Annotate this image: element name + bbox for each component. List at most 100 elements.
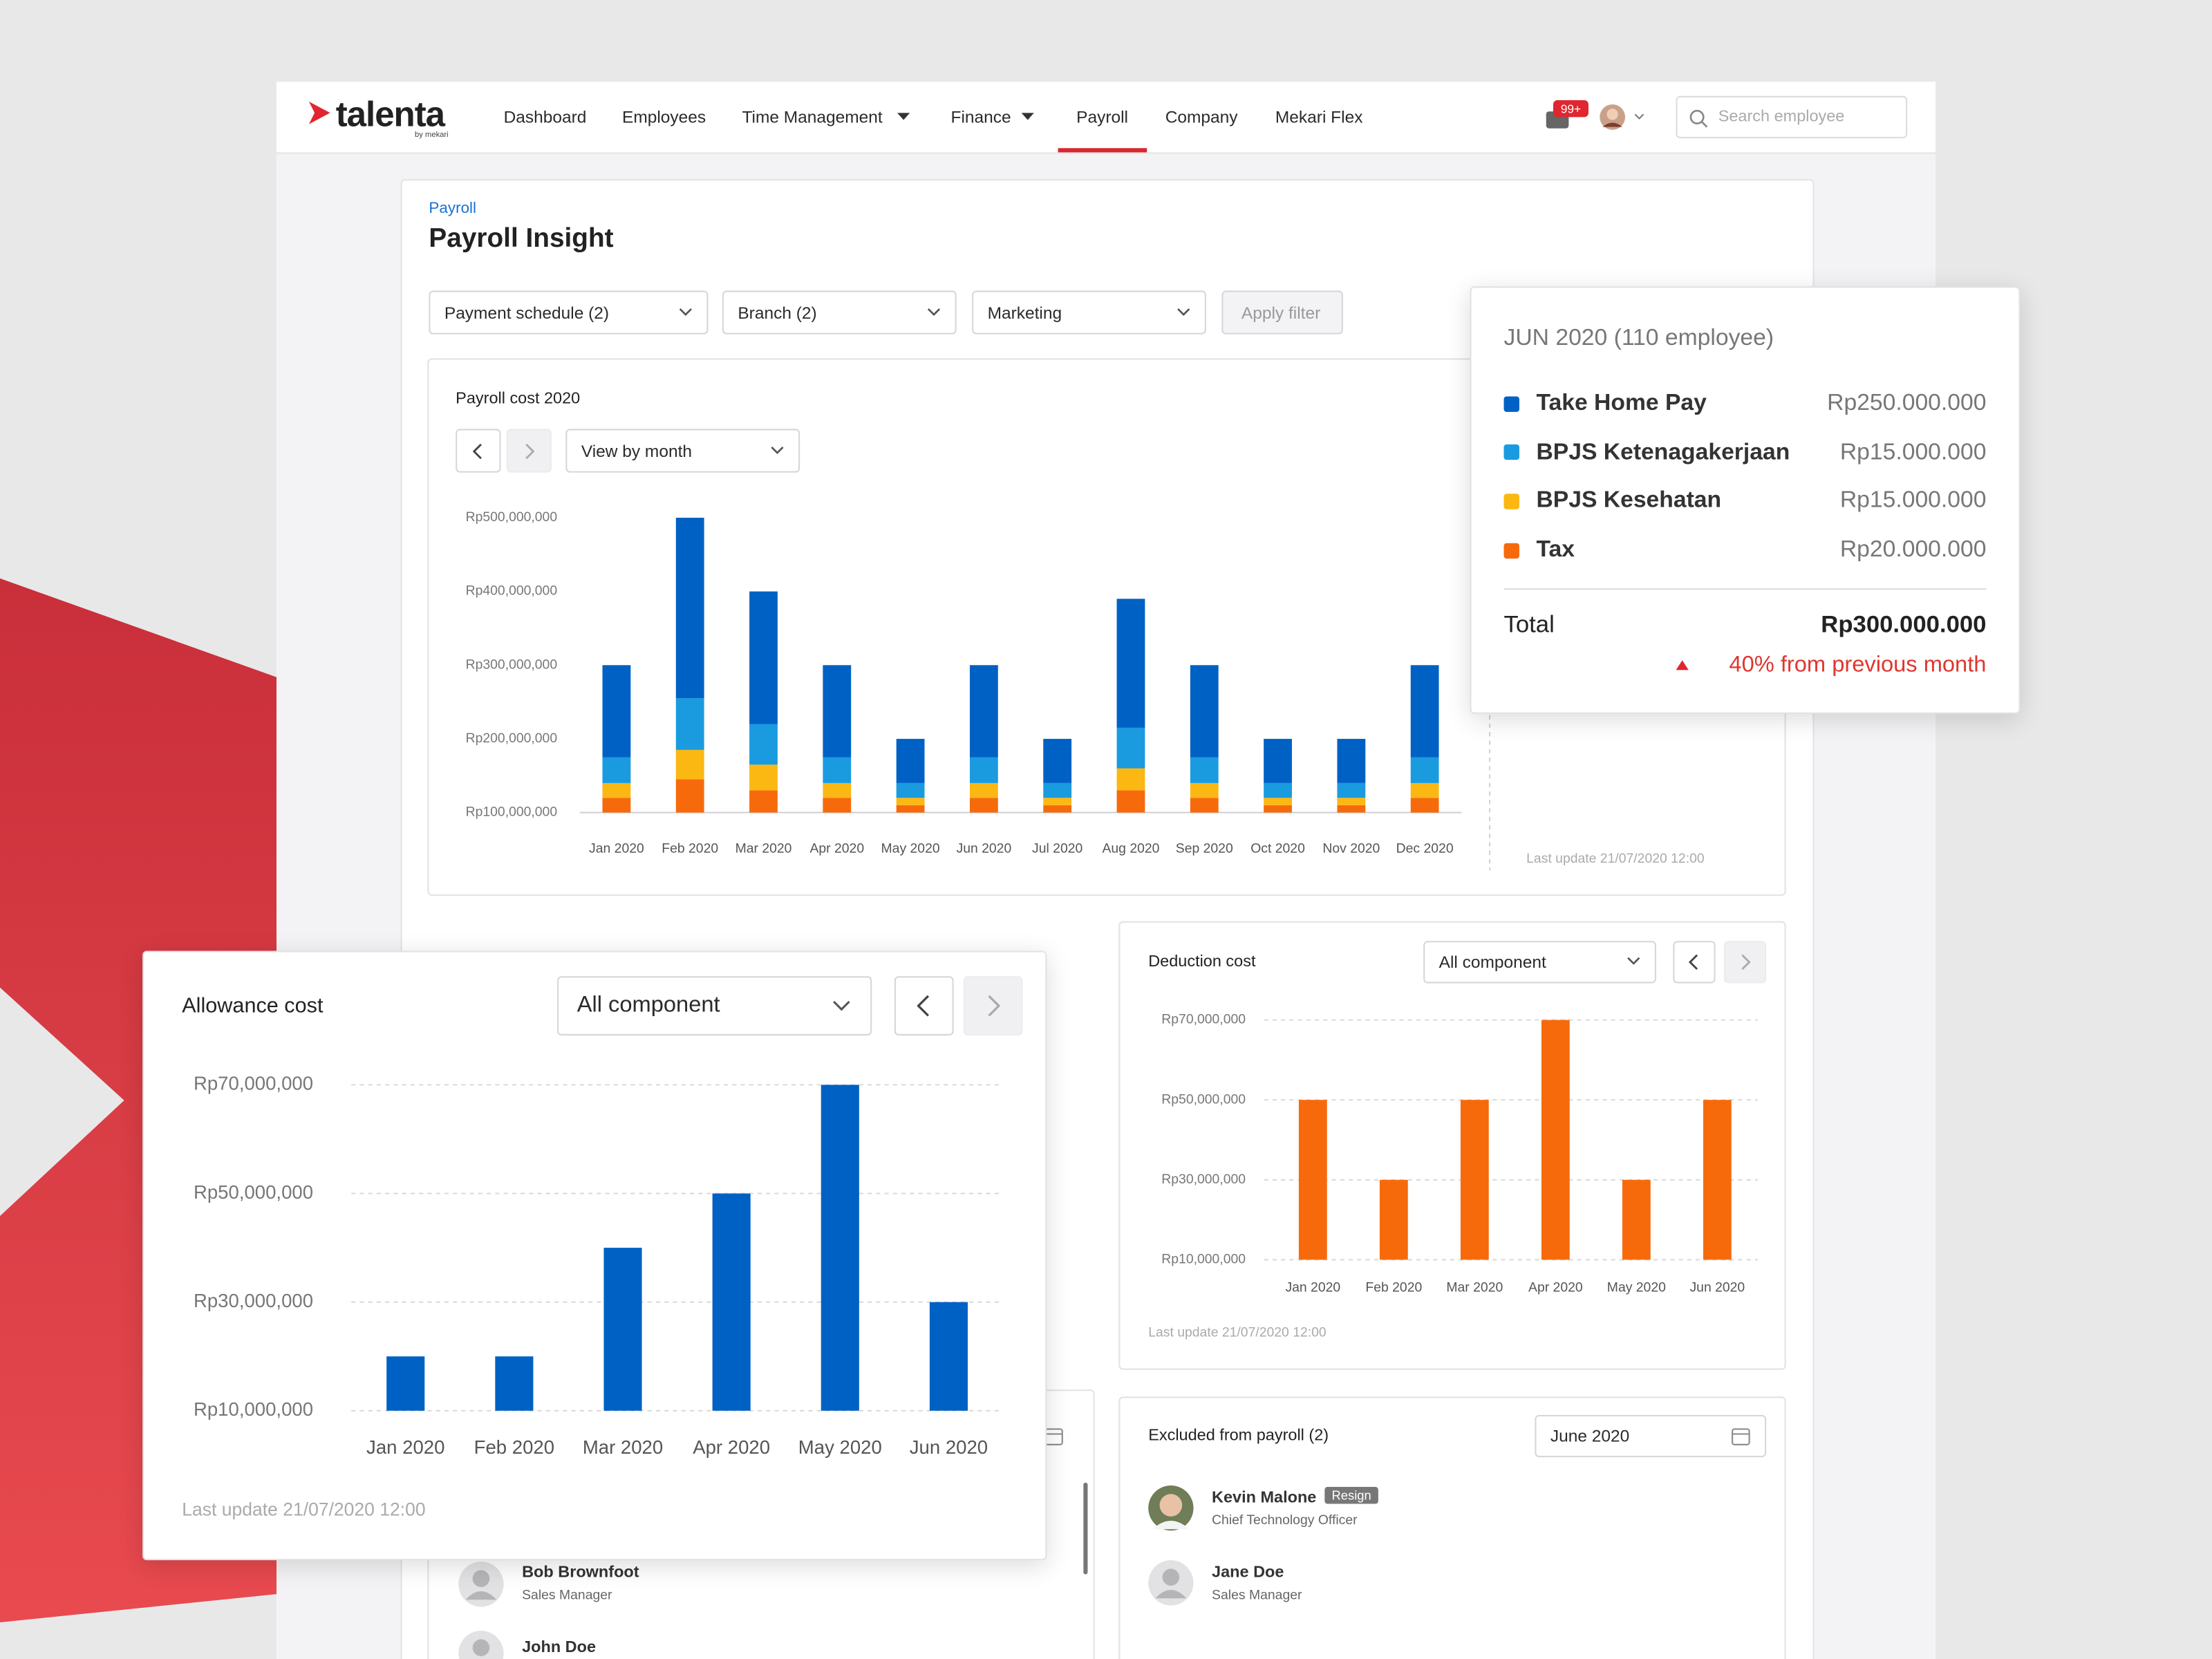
card-title: Payroll cost 2020 <box>456 391 581 408</box>
bar-segment <box>896 738 925 783</box>
y-tick-label: Rp500,000,000 <box>466 509 558 525</box>
bar <box>1622 1179 1651 1260</box>
next-button[interactable] <box>1723 941 1767 984</box>
nav-item[interactable]: Dashboard <box>503 107 587 127</box>
bar <box>1298 1100 1327 1260</box>
filter-label: Branch (2) <box>738 302 817 323</box>
bar-segment <box>749 765 778 791</box>
prev-button[interactable] <box>894 976 954 1035</box>
bar-segment <box>1116 727 1145 769</box>
x-tick-label: Jun 2020 <box>1689 1280 1745 1295</box>
nav-item[interactable]: Finance <box>950 107 1011 127</box>
x-tick-label: Jan 2020 <box>366 1436 444 1458</box>
tooltip-card: JUN 2020 (110 employee) Take Home Pay Rp2… <box>1470 286 2021 714</box>
employee-name: Jane Doe <box>1212 1564 1284 1582</box>
legend-swatch <box>1503 395 1519 411</box>
nav-item[interactable]: Employees <box>621 107 706 127</box>
bar-segment <box>1116 599 1145 728</box>
x-tick-label: Apr 2020 <box>1528 1280 1583 1295</box>
legend-amount: Rp15.000.000 <box>1839 439 1987 465</box>
change-text: 40% from previous month <box>1729 653 1987 677</box>
bar <box>603 1248 642 1411</box>
bar-segment <box>1264 782 1292 798</box>
breadcrumb[interactable]: Payroll <box>429 200 477 218</box>
bar-segment <box>675 779 704 813</box>
bar-segment <box>1410 665 1439 758</box>
active-indicator <box>1058 148 1147 153</box>
next-button[interactable] <box>963 976 1023 1035</box>
filter-select[interactable]: Marketing <box>972 290 1206 335</box>
bar-segment <box>1043 782 1072 798</box>
footnote: Last update 21/07/2020 12:00 <box>182 1499 425 1520</box>
bar-segment <box>1264 805 1292 813</box>
select-label: All component <box>1438 952 1546 973</box>
card-title: Deduction cost <box>1148 953 1256 971</box>
legend-label: Tax <box>1536 536 1575 563</box>
scrollbar[interactable] <box>1083 1482 1088 1575</box>
page-title: Payroll Insight <box>429 224 614 254</box>
bar <box>1703 1100 1732 1260</box>
x-tick-label: Mar 2020 <box>735 841 792 856</box>
user-avatar[interactable] <box>1598 102 1655 133</box>
bar <box>1541 1020 1570 1260</box>
logo: talenta <box>335 95 445 135</box>
card-title: Allowance cost <box>182 993 324 1018</box>
y-tick-label: Rp50,000,000 <box>1161 1091 1246 1107</box>
nav-item[interactable]: Time Management <box>742 107 883 127</box>
next-button[interactable] <box>506 429 552 473</box>
dropdown-caret <box>897 113 910 120</box>
bar-segment <box>969 665 998 758</box>
nav-item[interactable]: Mekari Flex <box>1275 107 1363 127</box>
view-select[interactable]: View by month <box>565 429 800 473</box>
bar-segment <box>896 782 925 798</box>
chevron <box>679 307 692 315</box>
date-input[interactable]: June 2020 <box>1535 1414 1767 1458</box>
x-tick-label: Apr 2020 <box>693 1436 770 1458</box>
y-tick-label: Rp400,000,000 <box>466 583 558 599</box>
bar-segment <box>896 798 925 805</box>
component-select[interactable]: All component <box>1423 941 1656 984</box>
y-tick-label: Rp70,000,000 <box>194 1073 313 1094</box>
total-value: Rp300.000.000 <box>1821 610 1987 638</box>
prev-button[interactable] <box>1673 941 1716 984</box>
legend-swatch <box>1503 494 1519 509</box>
y-tick-label: Rp300,000,000 <box>466 657 558 672</box>
nav-item[interactable]: Company <box>1165 107 1238 127</box>
filter-select[interactable]: Payment schedule (2) <box>429 290 709 335</box>
bar <box>1379 1179 1408 1260</box>
footnote: Last update 21/07/2020 12:00 <box>1526 851 1705 866</box>
nav-item[interactable]: Payroll <box>1076 107 1129 127</box>
component-select[interactable]: All component <box>557 976 872 1035</box>
prev-button[interactable] <box>456 429 501 473</box>
bar-segment <box>602 665 631 758</box>
deduction-card: Deduction cost All component Last update… <box>1118 921 1786 1370</box>
dropdown-caret <box>1021 113 1034 120</box>
x-tick-label: May 2020 <box>798 1436 882 1458</box>
bar-segment <box>675 517 704 699</box>
bar-segment <box>1116 768 1145 791</box>
payroll-chart: Last update 21/07/2020 12:00 Rp100,000,0… <box>466 495 1705 871</box>
filter-select[interactable]: Branch (2) <box>722 290 957 335</box>
search-placeholder: Search employee <box>1718 109 1845 126</box>
x-tick-label: Jan 2020 <box>1285 1280 1340 1295</box>
employee-role: Chief Technology Officer <box>1212 1512 1358 1529</box>
x-tick-label: Feb 2020 <box>474 1436 554 1458</box>
x-tick-label: Nov 2020 <box>1322 841 1380 856</box>
y-tick-label: Rp30,000,000 <box>1161 1172 1246 1187</box>
x-tick-label: Jul 2020 <box>1032 841 1082 856</box>
calendar-icon[interactable] <box>1044 1426 1064 1446</box>
bar-segment <box>1337 738 1366 783</box>
bar <box>821 1085 859 1411</box>
bar-segment <box>969 782 998 798</box>
bar-segment <box>749 591 778 724</box>
legend-swatch <box>1503 542 1519 559</box>
apply-button[interactable]: Apply filter <box>1221 290 1343 335</box>
divider <box>1503 588 1987 590</box>
y-tick-label: Rp200,000,000 <box>466 731 558 746</box>
chevron <box>927 307 941 315</box>
employee-role: Sales Manager <box>1212 1587 1302 1604</box>
bar-segment <box>1043 738 1072 783</box>
search-box[interactable]: Search employee <box>1676 95 1908 138</box>
